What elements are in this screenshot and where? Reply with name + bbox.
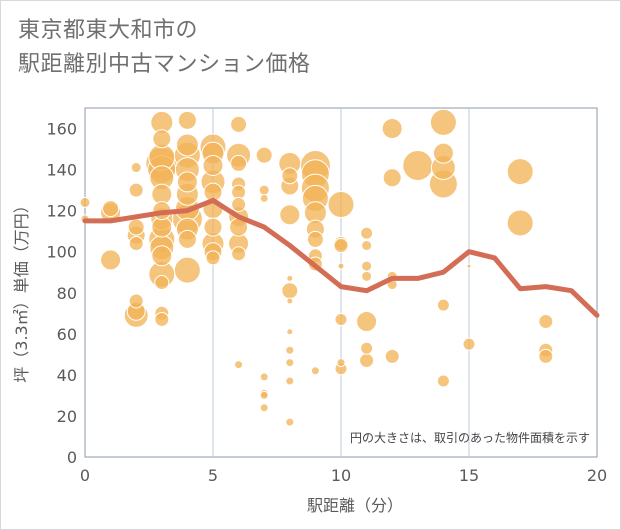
bubble-point [538, 348, 554, 364]
bubble-point [177, 229, 197, 249]
bubble-point [359, 353, 375, 369]
bubble-point [538, 314, 554, 330]
bubble-point [79, 196, 91, 208]
bubble-point [154, 311, 170, 327]
bubble-point [285, 417, 295, 427]
y-tick-label: 40 [57, 366, 77, 385]
tick-layer: 0 5 10 15 20 0 20 40 60 80 100 120 140 160 [46, 120, 607, 485]
bubble-point [151, 245, 173, 267]
average-price-line [82, 197, 600, 318]
bubble-point [306, 230, 324, 248]
x-tick-label: 0 [80, 466, 90, 485]
bubble-point [259, 372, 269, 382]
bubble-point [154, 275, 170, 290]
bubble-size-note: 円の大きさは、取引のあった物件面積を示す [350, 430, 590, 445]
bubble-point [337, 262, 345, 270]
bubble-point [436, 298, 450, 312]
bubble-point [462, 337, 476, 351]
bubble-point [384, 348, 400, 364]
bubble-point [360, 341, 374, 355]
bubble-point [175, 133, 199, 157]
bubble-point [361, 260, 373, 272]
bubble-point [286, 328, 294, 336]
bubble-point [281, 167, 299, 185]
chart-title: 東京都東大和市の 駅距離別中古マンション価格 [18, 18, 311, 77]
y-tick-label: 120 [46, 202, 77, 221]
bubble-point [202, 154, 224, 176]
x-tick-label: 10 [331, 466, 351, 485]
bubble-point [173, 256, 201, 284]
y-tick-label: 60 [57, 325, 77, 344]
bubble-point [100, 249, 122, 271]
bubble-point [466, 263, 472, 269]
bubble-point [230, 115, 248, 133]
bubble-point [360, 226, 374, 240]
bubble-point [334, 312, 348, 326]
bubble-point [286, 297, 294, 305]
bubble-point [285, 345, 295, 355]
bubble-point [361, 240, 373, 252]
x-tick-label: 15 [459, 466, 479, 485]
y-tick-label: 140 [46, 161, 77, 180]
bubble-point [177, 110, 197, 130]
bubble-point [361, 270, 373, 282]
bubble-point [128, 182, 144, 198]
bubble-point [336, 358, 346, 368]
bubble-point [230, 154, 248, 172]
bubble-point [402, 149, 434, 181]
bubble-point [279, 204, 301, 226]
y-tick-label: 0 [67, 448, 77, 467]
x-tick-label: 5 [208, 466, 218, 485]
bubble-point [259, 403, 269, 413]
bubble-layer [79, 108, 554, 427]
bubble-point [176, 171, 198, 193]
bubble-point [506, 158, 534, 186]
line-layer [82, 197, 600, 318]
y-tick-label: 100 [46, 243, 77, 262]
bubble-point [203, 217, 223, 237]
bubble-point [285, 376, 295, 386]
bubble-point [231, 196, 247, 212]
x-axis-title: 駅距離（分） [307, 496, 403, 515]
y-tick-label: 160 [46, 120, 77, 139]
bubble-point [130, 162, 142, 174]
x-tick-label: 20 [587, 466, 607, 485]
bubble-point [327, 190, 355, 218]
bubble-point [429, 108, 457, 136]
y-axis-title: 坪（3.3㎡）単価（万円） [12, 197, 31, 382]
y-tick-label: 20 [57, 407, 77, 426]
bubble-point [432, 142, 454, 164]
bubble-point [506, 209, 534, 237]
bubble-point [285, 358, 295, 368]
bubble-point [436, 374, 450, 388]
bubble-point [128, 235, 144, 251]
bubble-point [281, 282, 299, 300]
bubble-point [381, 118, 403, 140]
bubble-point [205, 250, 221, 266]
bubble-point [259, 390, 269, 400]
bubble-point [127, 218, 145, 236]
bubble-point [152, 129, 172, 149]
bubble-point [259, 193, 269, 203]
bubble-point [382, 168, 402, 188]
bubble-point [310, 366, 320, 376]
bubble-point [231, 246, 247, 262]
bubble-point [286, 274, 294, 282]
bubble-point [128, 293, 144, 309]
bubble-point [255, 146, 273, 164]
bubble-point [333, 238, 349, 254]
y-tick-label: 80 [57, 284, 77, 303]
bubble-point [356, 311, 378, 333]
bubble-point [258, 184, 270, 196]
bubble-point [102, 200, 120, 218]
bubble-point [234, 360, 244, 370]
